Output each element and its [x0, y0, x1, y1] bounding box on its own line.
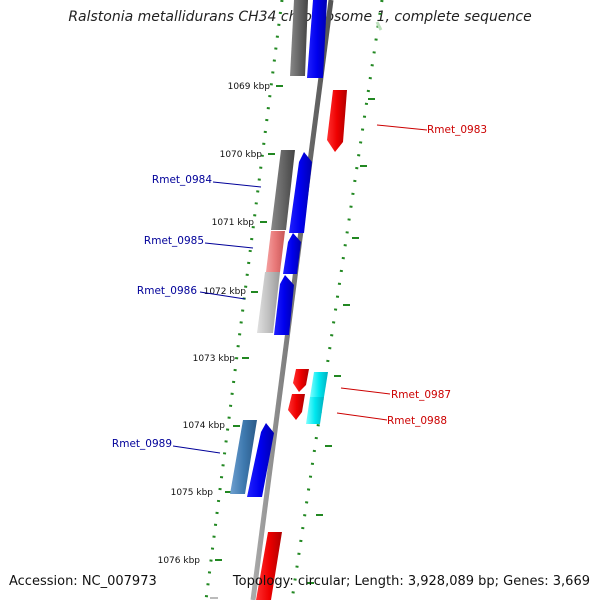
- cog-block: [271, 150, 295, 230]
- cog-block: [306, 397, 324, 424]
- major-tick-marks: [215, 85, 375, 584]
- tick-label: 1075 kbp: [171, 488, 214, 498]
- reverse-gene-rmet-0983[interactable]: [327, 90, 347, 152]
- tick-label: 1073 kbp: [193, 354, 236, 364]
- reverse-gene: [256, 532, 282, 600]
- forward-gene-rmet-0986[interactable]: [274, 275, 294, 335]
- gene-label-rmet-0983[interactable]: Rmet_0983: [427, 124, 487, 136]
- tick-label: 1070 kbp: [220, 150, 263, 160]
- tick-label: 1072 kbp: [204, 287, 247, 297]
- gene-label-rmet-0989[interactable]: Rmet_0989: [112, 438, 172, 450]
- gene-label-rmet-0985[interactable]: Rmet_0985: [144, 235, 204, 247]
- tick-labels: 1069 kbp 1070 kbp 1071 kbp 1072 kbp 1073…: [158, 82, 271, 566]
- reverse-gene-rmet-0987[interactable]: [293, 369, 309, 392]
- tick-label: 1069 kbp: [228, 82, 271, 92]
- forward-gene: [307, 0, 327, 78]
- reverse-gene-rmet-0988[interactable]: [288, 394, 305, 420]
- tick-label: 1074 kbp: [183, 421, 226, 431]
- gene-label-rmet-0987[interactable]: Rmet_0987: [391, 389, 451, 401]
- tick-label: 1076 kbp: [158, 556, 201, 566]
- forward-gene-rmet-0985[interactable]: [283, 233, 301, 274]
- gene-label-rmet-0986[interactable]: Rmet_0986: [137, 285, 197, 297]
- cog-block: [310, 372, 328, 397]
- gene-label-rmet-0988[interactable]: Rmet_0988: [387, 415, 447, 427]
- label-leaders: [172, 124, 428, 454]
- cog-block: [266, 231, 285, 272]
- accession-text: Accession: NC_007973: [9, 574, 157, 589]
- forward-gene-rmet-0989[interactable]: [247, 423, 274, 497]
- topology-text: Topology: circular; Length: 3,928,089 bp…: [232, 574, 590, 589]
- tick-ring-fade: [375, 21, 383, 31]
- gene-label-rmet-0984[interactable]: Rmet_0984: [152, 174, 212, 186]
- tick-label: 1071 kbp: [212, 218, 255, 228]
- cog-block: [230, 420, 257, 494]
- forward-gene-rmet-0984[interactable]: [289, 152, 312, 233]
- cog-block: [290, 0, 308, 76]
- cog-block: [257, 272, 280, 333]
